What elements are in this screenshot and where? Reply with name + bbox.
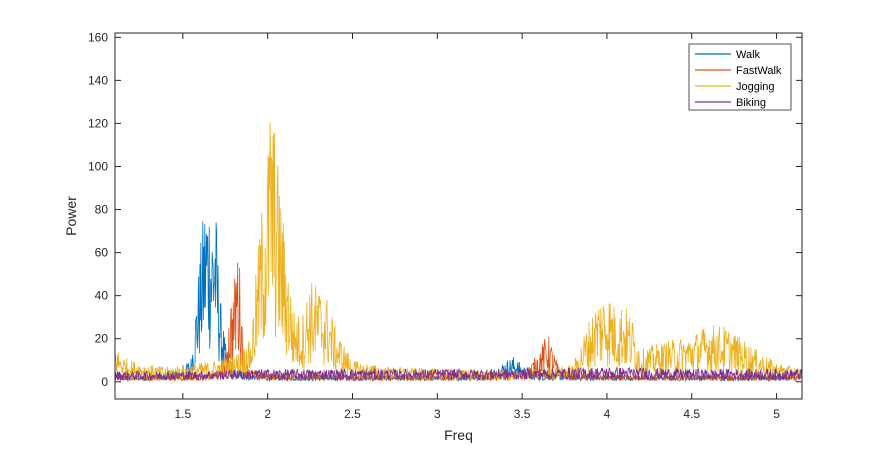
x-tick-label: 3	[434, 407, 441, 421]
ticks-layer: 1.5 2 2.5 3 3.5 4 4.5 5 0 20 40 60 80 100 120 140 160	[88, 30, 802, 421]
series-line-biking	[114, 366, 803, 382]
legend-label-biking: Biking	[736, 97, 766, 109]
y-tick-label: 120	[88, 116, 108, 130]
plot-frame	[114, 32, 803, 400]
y-axis-label: Power	[63, 196, 79, 236]
x-tick-label: 2	[264, 407, 271, 421]
y-tick-label: 40	[95, 289, 109, 303]
y-tick-label: 0	[101, 375, 108, 389]
y-tick-label: 60	[95, 246, 109, 260]
y-tick-label: 100	[88, 159, 108, 173]
x-tick-label: 5	[773, 407, 780, 421]
series-layer	[114, 122, 803, 383]
x-tick-label: 2.5	[344, 407, 361, 421]
x-tick-label: 3.5	[514, 407, 531, 421]
y-tick-label: 80	[95, 203, 109, 217]
x-axis-label: Freq	[444, 427, 473, 443]
legend: Walk FastWalk Jogging Biking	[688, 43, 792, 111]
legend-box	[688, 43, 792, 111]
plot-background	[115, 33, 802, 399]
x-tick-label: 1.5	[175, 407, 192, 421]
y-tick-label: 140	[88, 73, 108, 87]
x-tick-label: 4	[604, 407, 611, 421]
y-tick-label: 160	[88, 30, 108, 44]
series-line-jogging	[114, 122, 803, 381]
y-tick-label: 20	[95, 332, 109, 346]
x-tick-label: 4.5	[683, 407, 700, 421]
legend-label-walk: Walk	[736, 49, 761, 61]
legend-label-jogging: Jogging	[736, 81, 775, 93]
legend-label-fastwalk: FastWalk	[736, 65, 782, 77]
